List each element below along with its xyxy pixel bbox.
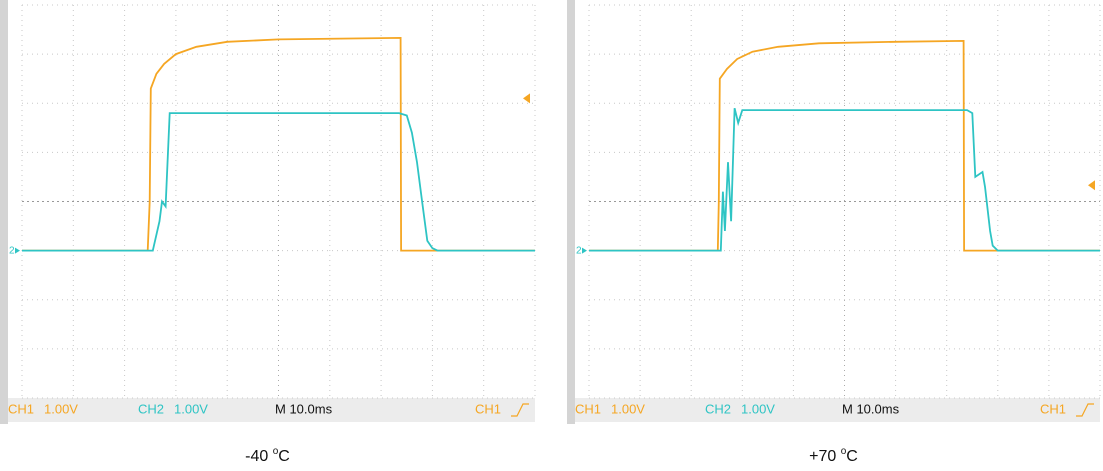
screen <box>567 0 1100 424</box>
channel-name: CH1 <box>8 401 34 416</box>
channel-scale: 1.00V <box>44 401 78 416</box>
trigger-source: CH1 <box>1040 401 1066 416</box>
channel-name: CH2 <box>705 401 731 416</box>
caption: +70 oC <box>809 446 858 466</box>
timebase: M 10.0ms <box>275 401 333 416</box>
status-bar <box>8 398 535 422</box>
trigger-source: CH1 <box>475 401 501 416</box>
timebase: M 10.0ms <box>842 401 900 416</box>
channel-name: CH1 <box>575 401 601 416</box>
channel-scale: 1.00V <box>741 401 775 416</box>
caption-unit: C <box>278 448 290 465</box>
channel-scale: 1.00V <box>611 401 645 416</box>
caption-number: -40 <box>245 448 273 465</box>
status-bar <box>575 398 1100 422</box>
channel-scale: 1.00V <box>174 401 208 416</box>
screen-edge <box>0 0 8 424</box>
figure: 2 CH1 1.00V CH2 1.00V M 10.0ms CH1 -40 oC 2 CH1 1.… <box>0 0 1103 471</box>
caption: -40 oC <box>245 446 290 466</box>
caption-unit: C <box>846 448 858 465</box>
channel-name: CH2 <box>138 401 164 416</box>
screen-edge <box>567 0 575 424</box>
ground-marker: 2 <box>576 245 582 256</box>
screen <box>0 0 535 424</box>
ground-marker: 2 <box>9 245 15 256</box>
caption-number: +70 <box>809 448 841 465</box>
